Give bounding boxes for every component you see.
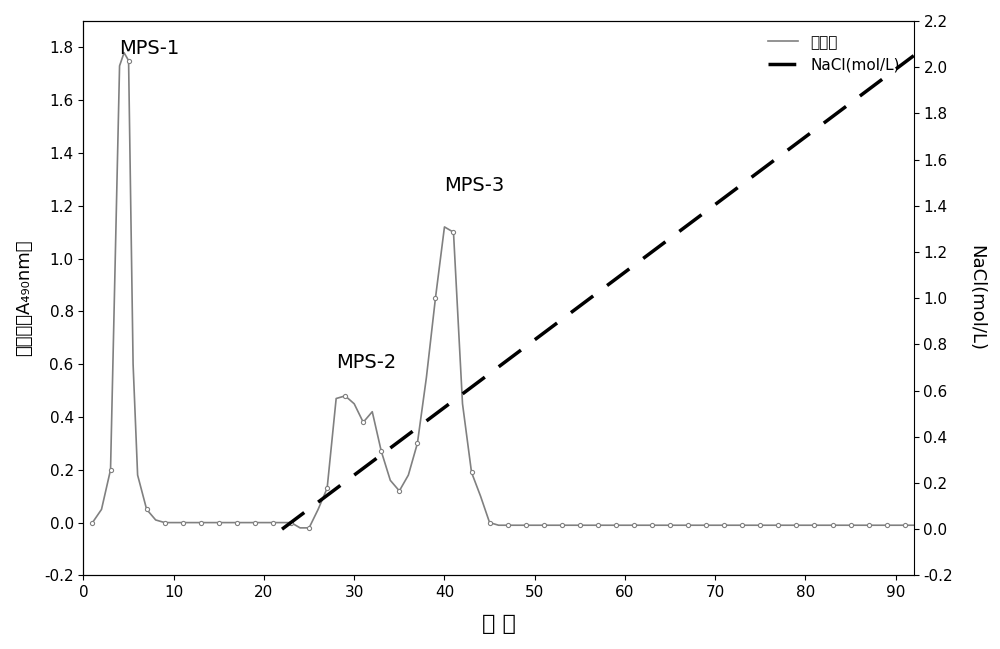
吸光度: [303, 524, 315, 532]
吸光度: [294, 524, 306, 532]
吸光度: [592, 521, 604, 529]
吸光度: [438, 223, 450, 231]
吸光度: [718, 521, 730, 529]
Text: MPS-2: MPS-2: [336, 353, 396, 372]
Text: MPS-1: MPS-1: [120, 39, 180, 58]
Y-axis label: 吸光度（A₄₉₀nm）: 吸光度（A₄₉₀nm）: [15, 240, 33, 356]
吸光度: [86, 519, 98, 526]
吸光度: [118, 49, 130, 56]
Text: MPS-3: MPS-3: [444, 177, 505, 195]
X-axis label: 管 数: 管 数: [482, 614, 516, 634]
吸光度: [908, 521, 920, 529]
Y-axis label: NaCl(mol/L): NaCl(mol/L): [967, 245, 985, 351]
吸光度: [222, 519, 234, 526]
Line: 吸光度: 吸光度: [92, 53, 914, 528]
Legend: 吸光度, NaCl(mol/L): 吸光度, NaCl(mol/L): [762, 29, 906, 79]
吸光度: [411, 439, 423, 447]
